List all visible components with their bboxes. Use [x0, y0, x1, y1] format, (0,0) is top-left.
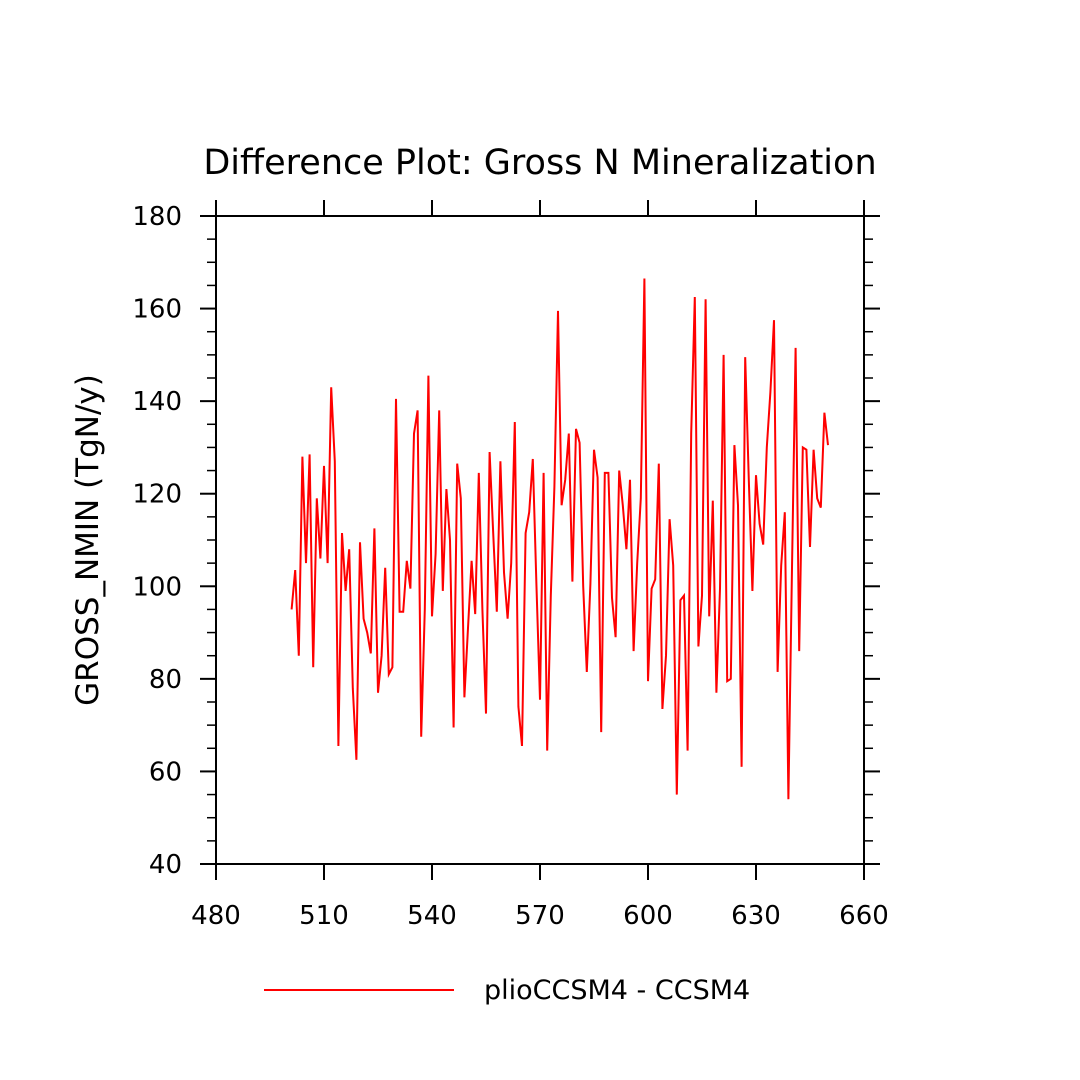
axis-ticks — [200, 200, 880, 880]
y-axis-label: GROSS_NMIN (TgN/y) — [70, 374, 106, 706]
legend: plioCCSM4 - CCSM4 — [264, 975, 750, 1006]
x-tick-label: 570 — [515, 901, 565, 931]
y-tick-label: 100 — [132, 572, 182, 602]
y-tick-label: 140 — [132, 387, 182, 417]
legend-label: plioCCSM4 - CCSM4 — [484, 975, 750, 1006]
x-tick-labels: 480 510 540 570 600 630 660 — [191, 901, 889, 931]
x-tick-label: 600 — [623, 901, 673, 931]
x-tick-label: 630 — [731, 901, 781, 931]
series-group — [290, 278, 829, 800]
x-tick-label: 660 — [839, 901, 889, 931]
y-tick-label: 120 — [132, 480, 182, 510]
y-tick-label: 80 — [149, 665, 182, 695]
x-tick-label: 480 — [191, 901, 241, 931]
y-tick-label: 60 — [149, 757, 182, 787]
y-tick-label: 160 — [132, 295, 182, 325]
y-tick-label: 180 — [132, 202, 182, 232]
y-tick-labels: 40 60 80 100 120 140 160 180 — [132, 202, 182, 880]
chart-title: Difference Plot: Gross N Mineralization — [203, 143, 876, 183]
plot-frame — [215, 215, 865, 865]
x-tick-label: 540 — [407, 901, 457, 931]
y-tick-label: 40 — [149, 850, 182, 880]
series-line-0 — [290, 278, 829, 800]
x-tick-label: 510 — [299, 901, 349, 931]
